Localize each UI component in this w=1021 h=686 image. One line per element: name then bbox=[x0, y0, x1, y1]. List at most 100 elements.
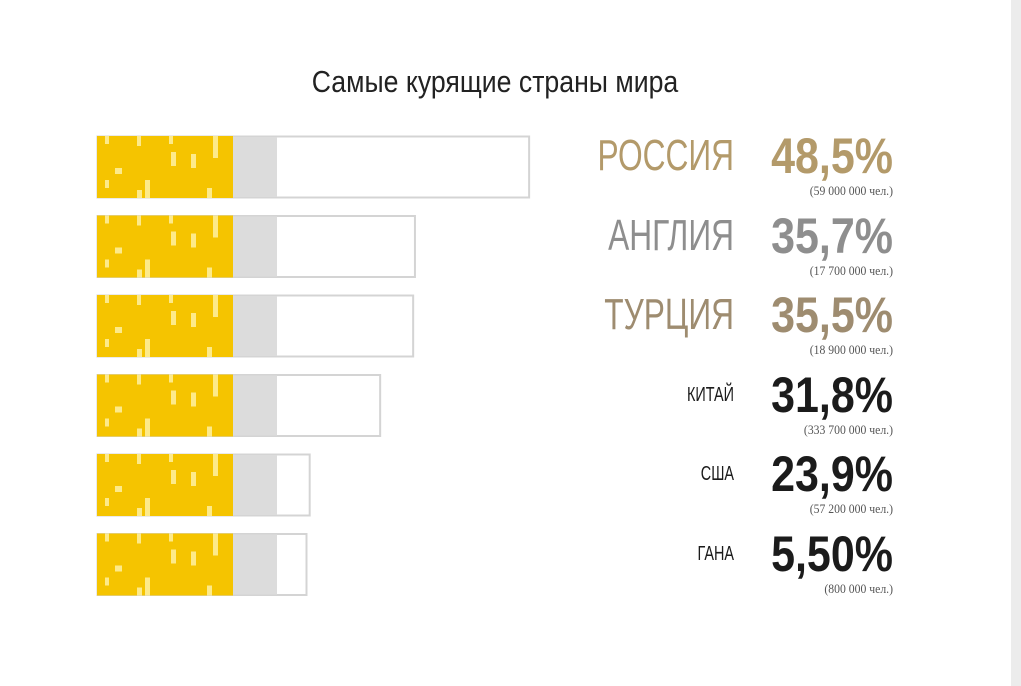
bar-filter bbox=[97, 454, 233, 516]
filter-dot bbox=[105, 577, 109, 586]
filter-dot bbox=[137, 374, 141, 385]
filter-dot bbox=[105, 374, 109, 383]
country-label-1: АНГЛИЯ bbox=[608, 210, 734, 260]
filter-dot bbox=[171, 549, 176, 564]
filter-dot bbox=[145, 180, 150, 198]
country-label-5: ГАНА bbox=[697, 542, 734, 565]
filter-dot bbox=[213, 136, 218, 158]
filter-dot bbox=[137, 587, 142, 596]
filter-dot bbox=[145, 498, 150, 516]
filter-dot bbox=[115, 406, 122, 413]
filter-dot bbox=[191, 551, 196, 566]
filter-dot bbox=[191, 154, 196, 168]
filter-dot bbox=[213, 374, 218, 397]
filter-dot bbox=[105, 418, 109, 427]
right-edge-strip bbox=[1011, 0, 1021, 686]
filter-dot bbox=[137, 349, 142, 357]
bar-filter bbox=[97, 295, 233, 357]
value-label-5: 5,50% bbox=[771, 525, 893, 582]
filter-dot bbox=[171, 231, 176, 246]
filter-dot bbox=[213, 215, 218, 238]
chart-area bbox=[96, 135, 531, 596]
filter-dot bbox=[105, 295, 109, 303]
filter-dot bbox=[115, 565, 122, 572]
filter-dot bbox=[137, 269, 142, 278]
filter-dot bbox=[207, 585, 212, 596]
bar-filter bbox=[97, 533, 233, 596]
filter-dot bbox=[191, 392, 196, 407]
bar-1 bbox=[96, 215, 416, 278]
filter-dot bbox=[207, 267, 212, 278]
bar-band bbox=[233, 137, 277, 197]
filter-dot bbox=[145, 259, 150, 278]
filter-dot bbox=[115, 168, 122, 174]
filter-dot bbox=[169, 136, 173, 144]
filter-dot bbox=[207, 347, 212, 357]
filter-dot bbox=[105, 533, 109, 542]
filter-dot bbox=[207, 506, 212, 516]
bar-band bbox=[233, 375, 277, 436]
filter-dot bbox=[169, 215, 173, 224]
people-label-5: (800 000 чел.) bbox=[824, 580, 893, 596]
people-label-1: (17 700 000 чел.) bbox=[809, 262, 893, 278]
country-label-0: РОССИЯ bbox=[597, 131, 734, 180]
filter-dot bbox=[105, 180, 109, 188]
value-label-3: 31,8% bbox=[771, 366, 893, 423]
filter-dot bbox=[213, 295, 218, 317]
bar-3 bbox=[96, 374, 382, 437]
filter-dot bbox=[145, 418, 150, 437]
value-label-1: 35,7% bbox=[771, 207, 893, 264]
filter-dot bbox=[171, 311, 176, 325]
people-label-3: (333 700 000 чел.) bbox=[803, 421, 893, 437]
filter-dot bbox=[171, 390, 176, 405]
filter-dot bbox=[137, 428, 142, 437]
people-label-0: (59 000 000 чел.) bbox=[809, 183, 893, 198]
filter-dot bbox=[137, 136, 141, 146]
bar-filter bbox=[97, 215, 233, 278]
filter-dot bbox=[169, 295, 173, 303]
bar-band bbox=[233, 296, 277, 356]
filter-dot bbox=[115, 327, 122, 333]
filter-dot bbox=[145, 339, 150, 357]
people-label-2: (18 900 000 чел.) bbox=[809, 342, 893, 357]
value-label-0: 48,5% bbox=[771, 128, 893, 184]
filter-dot bbox=[105, 259, 109, 268]
filter-dot bbox=[145, 577, 150, 596]
country-label-2: ТУРЦИЯ bbox=[604, 290, 734, 339]
bar-2 bbox=[96, 294, 415, 358]
filter-dot bbox=[191, 313, 196, 327]
filter-dot bbox=[115, 247, 122, 254]
people-label-4: (57 200 000 чел.) bbox=[809, 501, 893, 516]
filter-dot bbox=[169, 454, 173, 462]
filter-dot bbox=[191, 233, 196, 248]
filter-dot bbox=[171, 152, 176, 166]
bar-band bbox=[233, 216, 277, 277]
filter-dot bbox=[105, 136, 109, 144]
filter-dot bbox=[137, 533, 141, 544]
bar-5 bbox=[96, 533, 308, 596]
filter-dot bbox=[191, 472, 196, 486]
filter-dot bbox=[169, 374, 173, 383]
value-label-4: 23,9% bbox=[771, 446, 893, 502]
filter-dot bbox=[169, 533, 173, 542]
filter-dot bbox=[105, 339, 109, 347]
filter-dot bbox=[105, 498, 109, 506]
filter-dot bbox=[115, 486, 122, 492]
filter-dot bbox=[207, 426, 212, 437]
country-label-3: КИТАЙ bbox=[686, 383, 734, 406]
filter-dot bbox=[137, 190, 142, 198]
filter-dot bbox=[137, 508, 142, 516]
filter-dot bbox=[105, 454, 109, 462]
bar-filter bbox=[97, 374, 233, 437]
filter-dot bbox=[137, 295, 141, 305]
filter-dot bbox=[207, 188, 212, 198]
chart-title: Самые курящие страны мира bbox=[311, 64, 679, 99]
filter-dot bbox=[137, 454, 141, 464]
bar-band bbox=[233, 455, 277, 515]
filter-dot bbox=[171, 470, 176, 484]
filter-dot bbox=[213, 533, 218, 556]
bar-band bbox=[233, 534, 277, 595]
bar-filter bbox=[97, 136, 233, 198]
value-label-2: 35,5% bbox=[771, 287, 893, 343]
bar-4 bbox=[96, 453, 311, 517]
